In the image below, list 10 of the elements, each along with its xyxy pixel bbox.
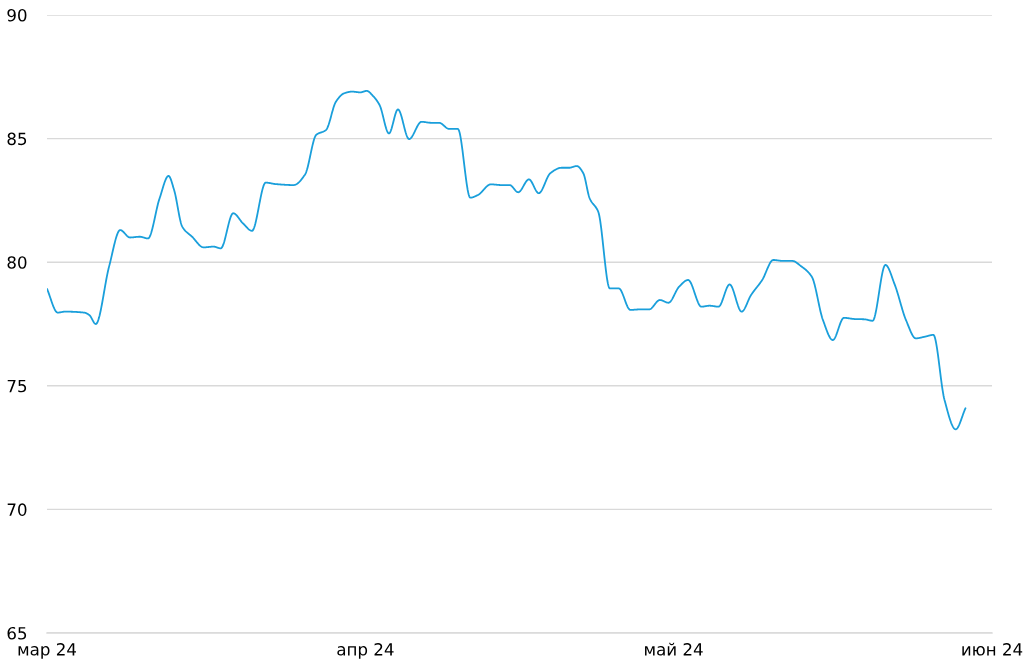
x-tick-label: апр 24	[337, 643, 394, 659]
y-tick-label: 80	[7, 256, 27, 269]
x-tick-label: мар 24	[18, 643, 76, 659]
y-tick-label: 75	[7, 379, 27, 393]
x-tick-label: июн 24	[962, 643, 1023, 656]
y-tick-label: 65	[7, 626, 27, 640]
y-tick-label: 90	[7, 8, 27, 22]
y-tick-label: 70	[7, 503, 27, 516]
y-tick-label: 85	[7, 132, 27, 146]
x-tick-label: май 24	[645, 642, 703, 656]
